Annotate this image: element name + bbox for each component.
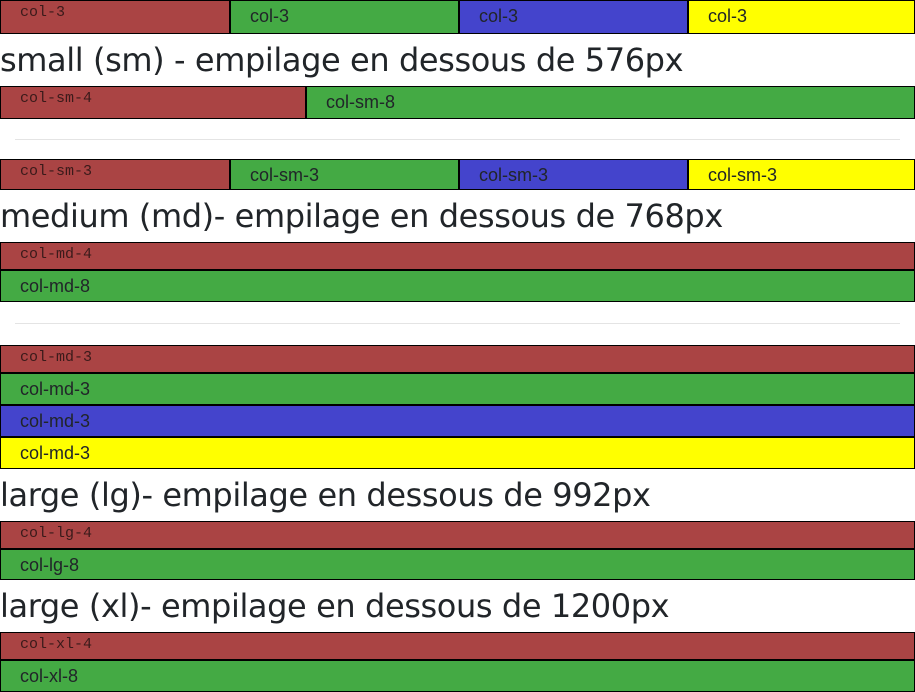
col-lg-8-cell: col-lg-8: [0, 549, 915, 580]
col-3-cell-2: col-3: [230, 0, 459, 34]
divider-small: [0, 119, 915, 159]
col-3-cell-1: col-3: [0, 0, 230, 34]
col-sm-3-cell-4: col-sm-3: [688, 159, 915, 190]
col-xl-4-cell: col-xl-4: [0, 632, 915, 660]
heading-small: small (sm) - empilage en dessous de 576p…: [0, 41, 684, 79]
col-3-cell-4: col-3: [688, 0, 915, 34]
col-sm-8-cell: col-sm-8: [306, 86, 915, 119]
col-md-3-cell-4: col-md-3: [0, 437, 915, 469]
row-col-3: col-3 col-3 col-3 col-3: [0, 0, 915, 34]
heading-xlarge: large (xl)- empilage en dessous de 1200p…: [0, 587, 670, 625]
col-sm-4-cell: col-sm-4: [0, 86, 306, 119]
col-md-8-cell: col-md-8: [0, 270, 915, 302]
col-sm-3-cell-2: col-sm-3: [230, 159, 459, 190]
row-sm-3: col-sm-3 col-sm-3 col-sm-3 col-sm-3: [0, 159, 915, 190]
heading-large: large (lg)- empilage en dessous de 992px: [0, 476, 651, 514]
col-md-3-cell-1: col-md-3: [0, 345, 915, 373]
col-sm-3-cell-1: col-sm-3: [0, 159, 230, 190]
col-xl-8-cell: col-xl-8: [0, 660, 915, 692]
divider-medium: [0, 302, 915, 345]
col-lg-4-cell: col-lg-4: [0, 521, 915, 549]
col-sm-3-cell-3: col-sm-3: [459, 159, 688, 190]
col-3-cell-3: col-3: [459, 0, 688, 34]
col-md-3-cell-3: col-md-3: [0, 405, 915, 437]
col-md-3-cell-2: col-md-3: [0, 373, 915, 405]
heading-medium: medium (md)- empilage en dessous de 768p…: [0, 197, 723, 235]
col-md-4-cell: col-md-4: [0, 242, 915, 270]
row-sm-4-8: col-sm-4 col-sm-8: [0, 86, 915, 119]
